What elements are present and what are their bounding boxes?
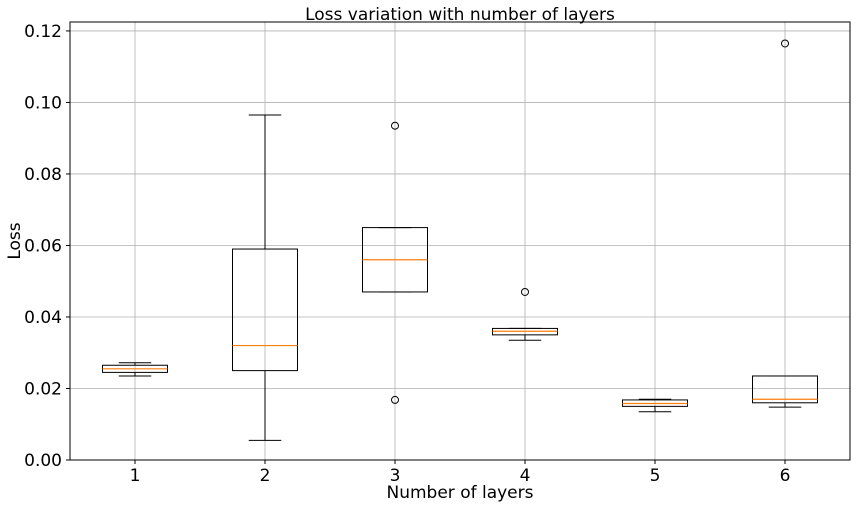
y-tick-label: 0.00 [24,451,62,471]
grid [70,22,850,461]
y-tick-label: 0.04 [24,308,62,328]
x-tick-label: 5 [650,466,661,486]
x-tick-label: 6 [780,466,791,486]
y-tick-label: 0.02 [24,379,62,399]
box-4 [492,287,558,341]
x-axis-label: Number of layers [387,483,534,503]
y-tick-label: 0.06 [24,236,62,256]
y-tick-label: 0.10 [24,93,62,113]
y-tick-label: 0.08 [24,165,62,185]
x-tick-label: 4 [520,466,531,486]
y-axis-label: Loss [5,222,25,259]
chart-title: Loss variation with number of layers [305,5,615,25]
outlier-point [391,121,399,130]
outlier-point [781,39,789,48]
axes-frame [69,21,851,461]
plot-area [102,39,818,441]
x-tick-label: 3 [390,466,401,486]
box-3 [362,121,428,404]
box-5 [622,398,688,413]
outlier-point [391,395,399,404]
ticks: 0.00 0.02 0.04 0.06 0.08 0.10 0.12 1 2 3 4 5 6 [24,22,790,486]
box-6 [752,39,818,408]
box-1 [102,362,168,377]
iqr-box [752,375,818,404]
outlier-point [521,287,529,296]
x-tick-label: 1 [130,466,141,486]
y-tick-label: 0.12 [24,22,62,42]
x-tick-label: 2 [260,466,271,486]
box-2 [232,114,298,441]
iqr-box [232,248,298,372]
